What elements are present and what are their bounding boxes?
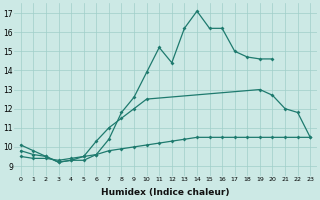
X-axis label: Humidex (Indice chaleur): Humidex (Indice chaleur) [101, 188, 230, 197]
